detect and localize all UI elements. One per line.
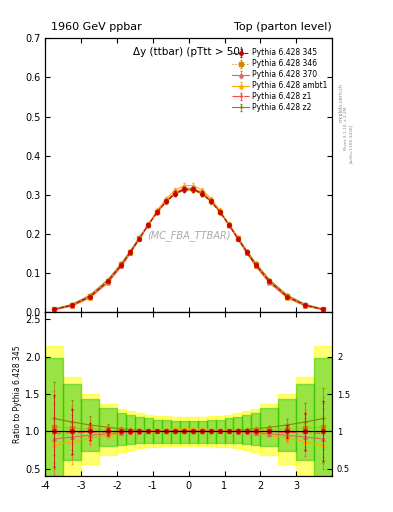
Bar xyxy=(135,417,144,443)
Bar xyxy=(233,417,242,443)
Bar xyxy=(63,384,81,460)
Bar xyxy=(252,409,260,452)
Bar xyxy=(242,412,252,450)
Bar xyxy=(135,413,144,449)
Bar xyxy=(99,404,117,456)
Bar xyxy=(296,384,314,460)
Bar xyxy=(162,420,171,443)
Bar xyxy=(198,421,207,442)
Bar xyxy=(207,416,215,446)
Text: mcplots.cern.ch: mcplots.cern.ch xyxy=(339,83,344,122)
Bar xyxy=(117,409,126,452)
Bar xyxy=(224,415,233,447)
Bar xyxy=(81,399,99,451)
Bar xyxy=(126,412,135,450)
Bar xyxy=(189,417,198,445)
Bar xyxy=(45,358,63,476)
Bar xyxy=(144,418,153,443)
Bar xyxy=(117,413,126,444)
Text: Rivet 3.1.10, z 3.2M: Rivet 3.1.10, z 3.2M xyxy=(344,106,348,150)
Bar xyxy=(314,347,332,476)
Bar xyxy=(81,394,99,464)
Bar xyxy=(278,394,296,464)
Bar xyxy=(252,413,260,444)
Bar xyxy=(126,415,135,444)
Bar xyxy=(63,377,81,476)
Bar xyxy=(180,421,189,442)
Bar xyxy=(260,408,278,446)
Text: (MC_FBA_TTBAR): (MC_FBA_TTBAR) xyxy=(147,230,230,241)
Bar xyxy=(224,418,233,443)
Bar xyxy=(45,347,63,476)
Bar xyxy=(242,415,252,444)
Y-axis label: Ratio to Pythia 6.428 345: Ratio to Pythia 6.428 345 xyxy=(13,345,22,443)
Bar xyxy=(153,419,162,443)
Bar xyxy=(260,404,278,456)
Bar xyxy=(180,417,189,445)
Bar xyxy=(162,416,171,446)
Text: 1960 GeV ppbar: 1960 GeV ppbar xyxy=(51,22,142,32)
Bar xyxy=(233,413,242,449)
Bar xyxy=(207,420,215,443)
Bar xyxy=(99,408,117,446)
Text: [arXiv:1306.3436]: [arXiv:1306.3436] xyxy=(349,124,353,163)
Legend: Pythia 6.428 345, Pythia 6.428 346, Pythia 6.428 370, Pythia 6.428 ambt1, Pythia: Pythia 6.428 345, Pythia 6.428 346, Pyth… xyxy=(231,48,328,113)
Bar xyxy=(171,417,180,446)
Bar xyxy=(189,421,198,442)
Bar xyxy=(314,358,332,476)
Bar xyxy=(215,419,224,443)
Bar xyxy=(296,377,314,476)
Text: Δy (ttbar) (pTtt > 50): Δy (ttbar) (pTtt > 50) xyxy=(133,47,244,57)
Bar xyxy=(278,399,296,451)
Bar xyxy=(153,416,162,446)
Bar xyxy=(215,416,224,446)
Bar xyxy=(171,421,180,442)
Text: Top (parton level): Top (parton level) xyxy=(234,22,332,32)
Bar xyxy=(198,417,207,446)
Bar xyxy=(144,415,153,447)
